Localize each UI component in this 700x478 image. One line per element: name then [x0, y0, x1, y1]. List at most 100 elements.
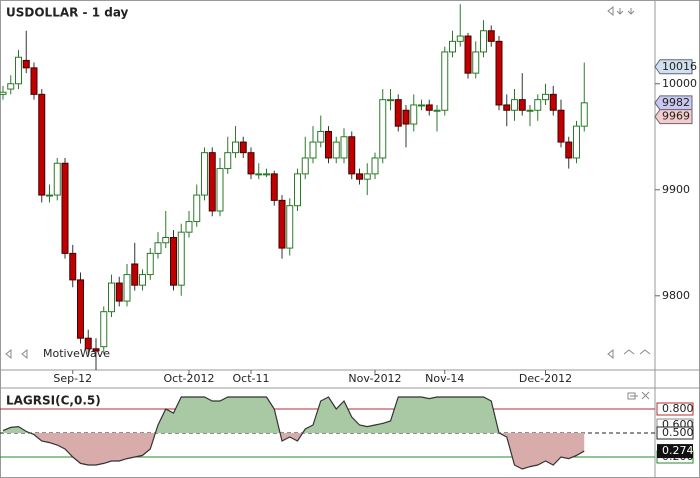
candle-body — [170, 236, 177, 286]
candle-body — [387, 99, 394, 102]
candle-body — [286, 205, 294, 249]
price-marker-label: 9982 — [662, 96, 690, 109]
price-marker-label: 9969 — [662, 110, 690, 123]
candle-body — [363, 173, 371, 180]
candle-body — [418, 104, 425, 107]
candle-body — [154, 242, 162, 254]
candle-body — [22, 59, 30, 69]
candle-body — [84, 337, 92, 350]
y-tick-label: 9900 — [662, 183, 690, 196]
candle-body — [162, 236, 170, 244]
chart-title: USDOLLAR - 1 day — [6, 6, 129, 20]
candle-body — [201, 152, 208, 196]
candle-body — [255, 173, 263, 176]
candle-body — [77, 279, 84, 339]
candle-body — [38, 93, 46, 196]
current-tag — [657, 444, 693, 459]
candle-body — [301, 157, 309, 175]
candle-body — [247, 152, 255, 175]
candle-body — [371, 157, 379, 175]
candle-body — [433, 109, 441, 112]
candle-body — [425, 104, 433, 111]
candle-body — [549, 93, 557, 111]
candle-body — [379, 99, 387, 159]
area-above — [3, 397, 585, 433]
price-marker — [654, 109, 693, 125]
level-tag — [656, 402, 694, 416]
toolbar-icons[interactable] — [5, 5, 651, 400]
candle-body — [557, 109, 565, 143]
candle-body — [239, 141, 247, 154]
current-label: 0.274 — [662, 444, 694, 457]
candle-body — [69, 252, 77, 281]
level-tag — [656, 426, 694, 440]
candle-body — [332, 141, 340, 159]
candle-body — [402, 109, 410, 125]
candle-body — [0, 91, 7, 95]
x-tick-label: Dec-2012 — [519, 372, 572, 385]
price-marker — [654, 59, 693, 75]
candle-body — [193, 194, 201, 223]
candle-body — [115, 282, 123, 302]
candle-body — [15, 56, 22, 85]
x-tick-label: Oct-2012 — [164, 372, 215, 385]
level-label: 0.500 — [662, 426, 694, 439]
candle-body — [534, 99, 542, 111]
candle-body — [123, 274, 131, 302]
watermark: MotiveWave — [43, 347, 110, 360]
candle-body — [472, 51, 480, 74]
candle-body — [108, 282, 115, 313]
candle-body — [263, 173, 270, 176]
candle-body — [503, 104, 511, 111]
candle-body — [348, 136, 356, 175]
candle-body — [317, 130, 325, 143]
candle-body — [456, 35, 464, 42]
candle-body — [30, 67, 38, 95]
candle-body — [278, 199, 286, 249]
candle-body — [340, 136, 348, 159]
candle-body — [100, 311, 108, 348]
candle-body — [92, 348, 100, 352]
candle-body — [410, 104, 418, 125]
candle-body — [580, 102, 588, 127]
candle-body — [464, 35, 472, 74]
candle-body — [270, 173, 278, 201]
candle-body — [573, 125, 580, 159]
candle-body — [449, 40, 456, 53]
candle-body — [208, 152, 216, 212]
x-tick-label: Sep-12 — [53, 372, 92, 385]
candle-body — [216, 168, 224, 212]
price-marker — [654, 95, 693, 111]
x-tick-label: Nov-14 — [425, 372, 464, 385]
area-below — [3, 433, 585, 469]
candle-body — [394, 99, 402, 127]
level-label: 0.800 — [662, 402, 694, 415]
candle-body — [139, 274, 146, 286]
candle-body — [356, 173, 363, 180]
candle-body — [7, 83, 15, 90]
candle-body — [480, 30, 487, 53]
candle-body — [46, 194, 53, 197]
candle-body — [511, 99, 518, 111]
x-tick-label: Oct-11 — [233, 372, 270, 385]
indicator-title: LAGRSI(C,0.5) — [6, 394, 101, 408]
candle-body — [518, 99, 526, 111]
x-tick-label: Nov-2012 — [348, 372, 401, 385]
candle-body — [325, 130, 332, 159]
price-marker-label: 10016 — [662, 60, 697, 73]
y-tick-label: 10000 — [662, 77, 697, 90]
candle-body — [565, 141, 573, 159]
candle-body — [185, 221, 193, 233]
candle-body — [53, 162, 61, 196]
candle-body — [232, 141, 239, 154]
candle-body — [294, 173, 301, 207]
indicator-line — [2, 396, 585, 470]
candle-body — [495, 40, 503, 106]
y-tick-label: 9800 — [662, 289, 690, 302]
candle-body — [131, 263, 139, 286]
candle-body — [61, 162, 69, 254]
candle-body — [224, 152, 232, 170]
candle-body — [441, 51, 449, 111]
